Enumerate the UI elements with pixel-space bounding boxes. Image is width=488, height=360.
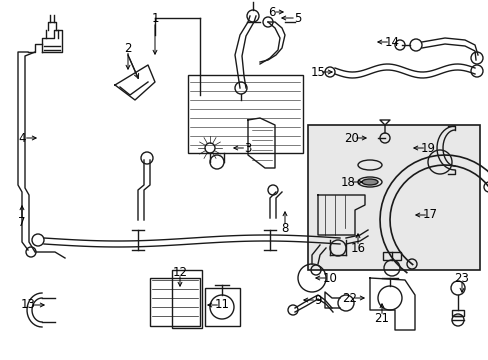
Ellipse shape [361, 179, 377, 185]
Text: 14: 14 [384, 36, 399, 49]
Text: 1: 1 [151, 12, 159, 24]
Text: 4: 4 [18, 131, 26, 144]
Text: 6: 6 [268, 5, 275, 18]
Bar [172, 270, 202, 328]
Text: 11: 11 [214, 298, 229, 311]
Text: 16: 16 [350, 242, 365, 255]
Bar [187, 75, 303, 153]
Text: 21: 21 [374, 311, 389, 324]
Bar [307, 125, 479, 270]
Text: 9: 9 [314, 293, 321, 306]
Text: 7: 7 [18, 216, 26, 229]
Text: 17: 17 [422, 208, 437, 221]
Text: 5: 5 [294, 12, 301, 24]
Text: 15: 15 [310, 66, 325, 78]
Bar [451, 310, 463, 316]
Text: 20: 20 [344, 131, 359, 144]
Bar [382, 252, 400, 260]
Bar [204, 288, 240, 326]
Text: 19: 19 [420, 141, 435, 154]
Text: 10: 10 [322, 271, 337, 284]
Text: 18: 18 [340, 175, 355, 189]
Text: 23: 23 [454, 271, 468, 284]
Text: 3: 3 [244, 141, 251, 154]
Text: 2: 2 [124, 41, 131, 54]
Text: 8: 8 [281, 221, 288, 234]
Text: 22: 22 [342, 292, 357, 305]
Text: 12: 12 [172, 266, 187, 279]
Text: 13: 13 [20, 298, 35, 311]
Bar [150, 278, 200, 326]
